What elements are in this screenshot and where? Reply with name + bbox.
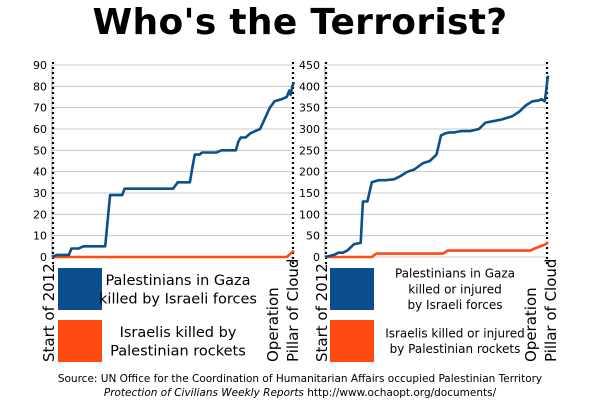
y-tick-label: 30	[33, 187, 47, 200]
y-tick-label: 150	[299, 187, 320, 200]
legend-label-line: Palestinian rockets	[110, 344, 246, 360]
legend-label-line: Palestinians in Gaza	[105, 273, 250, 289]
end-label-line-2: Pillar of Cloud	[284, 259, 302, 362]
legend-label-line: Israelis killed or injured	[385, 327, 525, 341]
chart-panel-killed-or-injured: 0 50 100 150 200 250 300 350 400 450 Start of 2012…	[299, 59, 560, 362]
y-tick-label: 40	[33, 166, 47, 179]
y-tick-label: 90	[33, 59, 47, 72]
y-tick-label: 100	[299, 208, 320, 221]
legend-label-line: Palestinians in Gaza	[395, 267, 515, 281]
legend-label-line: by Palestinian rockets	[390, 342, 521, 356]
y-tick-label: 300	[299, 123, 320, 136]
y-tick-label: 250	[299, 144, 320, 157]
chart-panel-killed: 0 10 20 30 40 50 60 70 80 90 Start of 2012 Operatio…	[33, 59, 302, 362]
start-label: Start of 2012	[313, 263, 331, 362]
legend-swatch-palestinian	[330, 268, 374, 310]
y-tick-label: 0	[40, 251, 47, 264]
y-tick-label: 50	[306, 230, 320, 243]
y-tick-label: 450	[299, 59, 320, 72]
legend-swatch-palestinian	[58, 268, 102, 310]
legend-label-line: killed by Israeli forces	[99, 292, 257, 308]
y-tick-label: 0	[313, 251, 320, 264]
source-line-2: Protection of Civilians Weekly Reports h…	[0, 387, 600, 399]
y-tick-label: 200	[299, 166, 320, 179]
legend-label-line: killed or injured	[408, 282, 501, 296]
series-line-israeli	[325, 241, 549, 259]
legend-swatch-israeli	[58, 320, 102, 362]
y-tick-label: 350	[299, 102, 320, 115]
series-line-palestinian	[51, 81, 296, 259]
end-label-line-1: Operation	[264, 287, 282, 362]
y-tick-label: 60	[33, 123, 47, 136]
y-tick-label: 400	[299, 80, 320, 93]
source-url[interactable]: http://www.ochaopt.org/documents/	[307, 387, 497, 399]
series-line-palestinian	[324, 75, 550, 259]
legend-swatch-israeli	[330, 320, 374, 362]
y-tick-label: 50	[33, 144, 47, 157]
source-publication: Protection of Civilians Weekly Reports	[103, 387, 304, 399]
y-tick-label: 20	[33, 208, 47, 221]
series-line-israeli	[52, 249, 295, 259]
y-tick-label: 10	[33, 230, 47, 243]
end-label-line-2: Pillar of Cloud	[542, 259, 560, 362]
legend-label-line: Israelis killed by	[120, 325, 237, 341]
legend-label-line: by Israeli forces	[408, 298, 503, 312]
chart-title: Who's the Terrorist?	[92, 2, 508, 43]
start-label: Start of 2012	[40, 263, 58, 362]
end-label-line-1: Operation	[522, 287, 540, 362]
y-tick-label: 80	[33, 80, 47, 93]
source-line-1: Source: UN Office for the Coordination o…	[57, 373, 543, 385]
y-tick-label: 70	[33, 102, 47, 115]
